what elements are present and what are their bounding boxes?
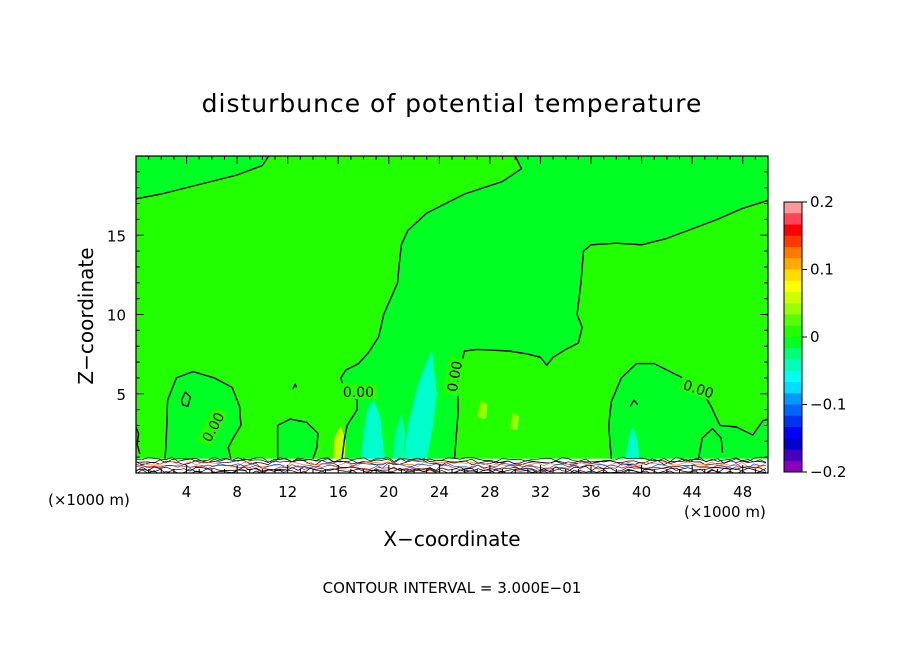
x-tick-label: 28 [480,483,499,501]
region-right-lower-dome [608,363,768,459]
y-tick-label: 5 [116,386,126,404]
y-tick-label: 10 [107,307,126,325]
region-cyan-plume-1 [361,400,385,459]
colorbar-swatch [784,280,802,293]
contour-label: 0.00 [343,385,374,401]
region-cyan-plume-4 [625,427,640,459]
colorbar-swatch [784,370,802,383]
x-tick-label: 40 [632,483,651,501]
contour-label-bg [442,356,465,397]
y-axis-ticks: 5 10 15 [107,171,768,458]
colorbar-swatch [784,247,802,259]
colorbar-swatch [784,348,802,360]
x-tick-label: 4 [182,483,192,501]
colorbar-tick-label: −0.1 [810,396,846,414]
colorbar-swatch [784,213,802,225]
colorbar-swatch [784,269,802,282]
surface-contour [136,458,767,464]
colorbar-swatch [784,292,802,304]
contour-left-edge [136,426,141,455]
x-tick-label: 48 [733,483,752,501]
y-axis-label: Z−coordinate [74,247,98,384]
colorbar-swatch [784,258,802,270]
contour-left-dome [164,370,242,459]
surface-contour [136,469,767,473]
contour-right-inner [629,399,639,407]
chart-title: disturbunce of potential temperature [202,89,703,118]
contour-central-right [453,199,768,459]
colorbar-swatch [784,325,802,338]
contour-label: 0.00 [445,360,466,393]
x-tick-label: 16 [329,483,348,501]
x-tick-label: 32 [531,483,550,501]
surface-contour [136,461,767,468]
colorbar-swatch [784,314,802,327]
contour-left-inner [180,391,192,408]
contour-patch-12 [276,418,319,459]
colorbar: 0.2 0.1 0 −0.1 −0.2 [783,193,846,481]
contour-label-bg [678,374,720,402]
colorbar-swatch [784,393,802,405]
contour-dot-12 [292,383,298,390]
x-tick-label: 36 [581,483,600,501]
colorbar-tick-label: 0.1 [810,261,834,279]
surface-contour [136,466,767,472]
contour-interval-note: CONTOUR INTERVAL = 3.000E−01 [323,579,582,597]
colorbar-swatch [784,235,802,248]
x-unit-right: (×1000 m) [684,503,766,521]
region-cyan-plume-3 [392,412,406,459]
x-tick-label: 8 [232,483,242,501]
colorbar-swatch [784,438,802,450]
contour-label-bg [339,383,378,400]
colorbar-swatch [784,427,802,439]
x-tick-label: 44 [683,483,702,501]
surface-layer [136,456,768,473]
colorbar-swatch [784,202,802,214]
surface-contour [136,456,767,463]
surface-contour [136,463,767,469]
colorbar-swatch [784,415,802,428]
x-axis-label: X−coordinate [383,527,520,551]
region-small-patch-12 [277,419,318,459]
x-tick-label: 20 [379,483,398,501]
colorbar-swatch [784,224,802,237]
colorbar-swatch [784,460,802,473]
region-yellow-patch-2 [477,400,488,420]
colorbar-swatch [784,359,802,372]
colorbar-tick-label: 0.2 [810,193,834,211]
region-yellow-patch-3 [510,412,519,431]
colorbar-swatch [784,404,802,417]
colorbar-swatch [784,449,802,462]
colorbar-swatch [784,303,802,315]
x-axis-ticks: 4 8 12 16 20 24 28 32 36 40 44 48 [148,156,756,501]
y-tick-label: 15 [107,227,126,245]
contour-right-small [697,427,724,459]
x-unit-left: (×1000 m) [48,491,130,509]
region-cyan-plume-2 [404,349,437,459]
colorbar-tick-label: 0 [810,328,820,346]
x-tick-label: 12 [278,483,297,501]
contour-central-left [340,156,523,459]
contour-upper-left [136,156,270,200]
x-tick-label: 24 [430,483,449,501]
colorbar-swatch [784,337,802,349]
colorbar-swatch [784,382,802,394]
contour-label-bg [196,406,229,448]
region-upper-left [136,156,269,199]
colorbar-tick-label: −0.2 [810,463,846,481]
